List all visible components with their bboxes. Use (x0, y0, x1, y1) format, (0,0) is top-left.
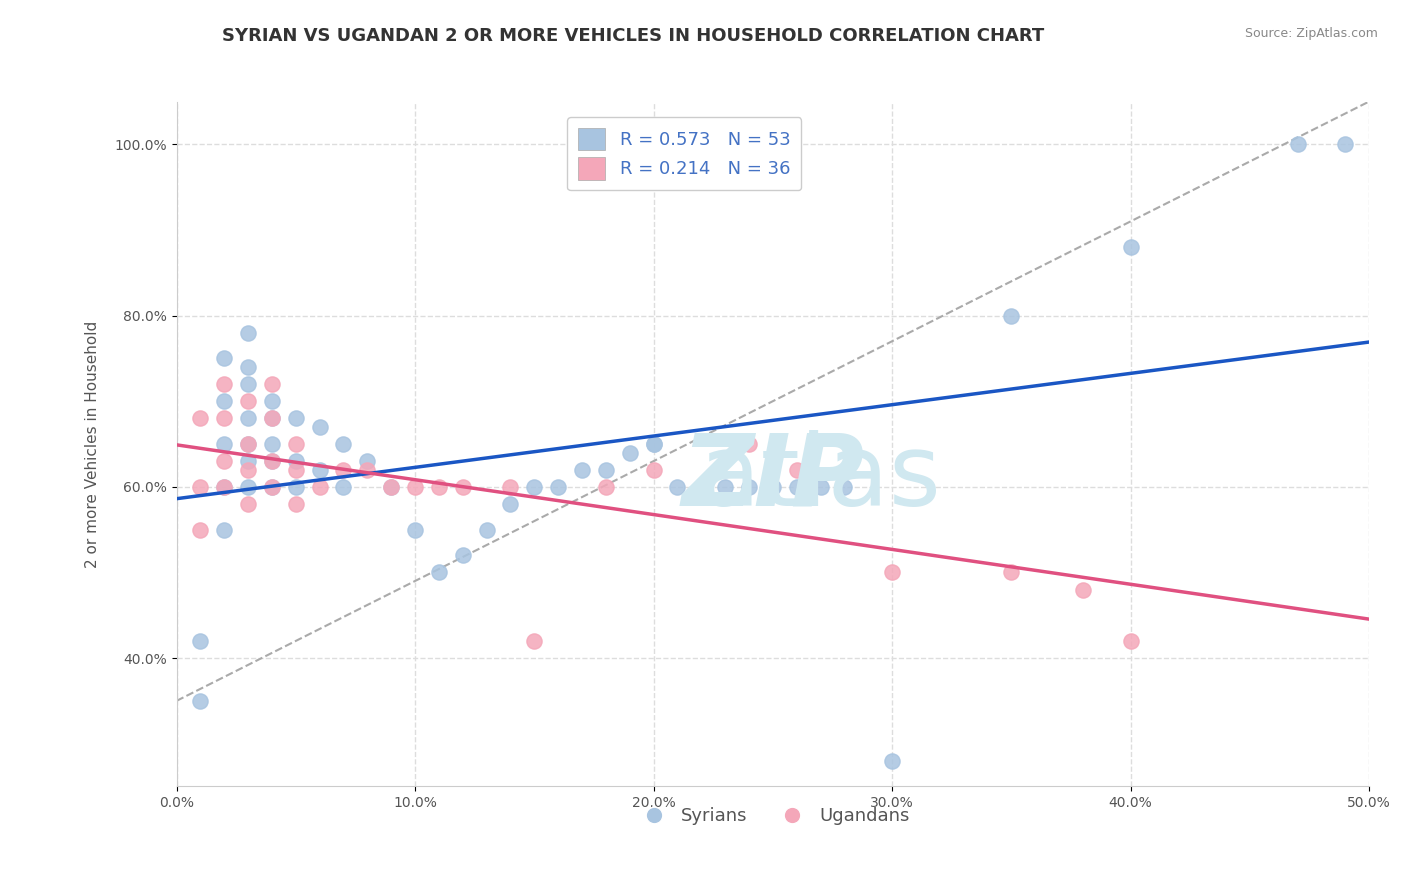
Point (595, 480, 617, 494)
Point (404, 480, 426, 494)
Point (451, 480, 474, 494)
Point (260, 411, 283, 425)
Point (880, 754, 903, 768)
Point (260, 454, 283, 468)
Point (643, 463, 665, 477)
Point (1334, 137, 1357, 152)
Point (523, 480, 546, 494)
Point (619, 445, 641, 459)
Text: ZIP: ZIP (682, 430, 865, 527)
Point (212, 480, 235, 494)
Point (595, 463, 617, 477)
Point (1071, 582, 1094, 597)
Point (356, 463, 378, 477)
Point (332, 480, 354, 494)
Text: Source: ZipAtlas.com: Source: ZipAtlas.com (1244, 27, 1378, 40)
Point (643, 437, 665, 451)
Point (738, 480, 761, 494)
Point (380, 480, 402, 494)
Point (284, 411, 307, 425)
Point (260, 394, 283, 409)
Point (714, 480, 737, 494)
Point (308, 480, 330, 494)
Point (260, 480, 283, 494)
Point (190, 523, 212, 537)
Point (786, 480, 808, 494)
Point (762, 480, 785, 494)
Point (236, 437, 259, 451)
Point (212, 394, 235, 409)
Point (499, 497, 522, 511)
Point (236, 454, 259, 468)
Point (284, 454, 307, 468)
Point (236, 377, 259, 392)
Point (284, 437, 307, 451)
Point (212, 437, 235, 451)
Point (212, 454, 235, 468)
Point (451, 549, 474, 563)
Text: SYRIAN VS UGANDAN 2 OR MORE VEHICLES IN HOUSEHOLD CORRELATION CHART: SYRIAN VS UGANDAN 2 OR MORE VEHICLES IN … (222, 27, 1043, 45)
Point (571, 463, 593, 477)
Point (236, 326, 259, 340)
Point (236, 480, 259, 494)
Point (260, 480, 283, 494)
Point (236, 359, 259, 374)
Point (308, 463, 330, 477)
Point (190, 480, 212, 494)
Point (284, 480, 307, 494)
Point (332, 463, 354, 477)
Point (690, 480, 713, 494)
Point (666, 480, 689, 494)
Point (236, 497, 259, 511)
Point (284, 463, 307, 477)
Text: atlas: atlas (605, 430, 941, 527)
Point (332, 437, 354, 451)
Point (284, 497, 307, 511)
Point (1119, 240, 1142, 254)
Legend: Syrians, Ugandans: Syrians, Ugandans (628, 800, 917, 832)
Point (1119, 634, 1142, 648)
Point (356, 454, 378, 468)
Point (404, 523, 426, 537)
Point (260, 411, 283, 425)
Point (212, 480, 235, 494)
Point (236, 411, 259, 425)
Point (810, 480, 832, 494)
Point (236, 394, 259, 409)
Point (190, 411, 212, 425)
Point (190, 694, 212, 708)
Point (786, 463, 808, 477)
Point (308, 420, 330, 434)
Point (547, 480, 569, 494)
Point (427, 480, 450, 494)
Point (212, 411, 235, 425)
Point (834, 480, 856, 494)
Point (690, 480, 713, 494)
Point (212, 523, 235, 537)
Point (236, 463, 259, 477)
Point (260, 377, 283, 392)
Point (738, 437, 761, 451)
Point (260, 454, 283, 468)
Point (1000, 566, 1022, 580)
Point (260, 437, 283, 451)
Point (380, 480, 402, 494)
Point (880, 566, 903, 580)
Point (427, 566, 450, 580)
Point (212, 351, 235, 366)
Y-axis label: 2 or more Vehicles in Household: 2 or more Vehicles in Household (86, 320, 100, 567)
Point (643, 437, 665, 451)
Point (236, 437, 259, 451)
Point (523, 634, 546, 648)
Point (1000, 309, 1022, 323)
Point (1286, 137, 1309, 152)
Point (190, 634, 212, 648)
Point (212, 377, 235, 392)
Point (499, 480, 522, 494)
Point (475, 523, 498, 537)
